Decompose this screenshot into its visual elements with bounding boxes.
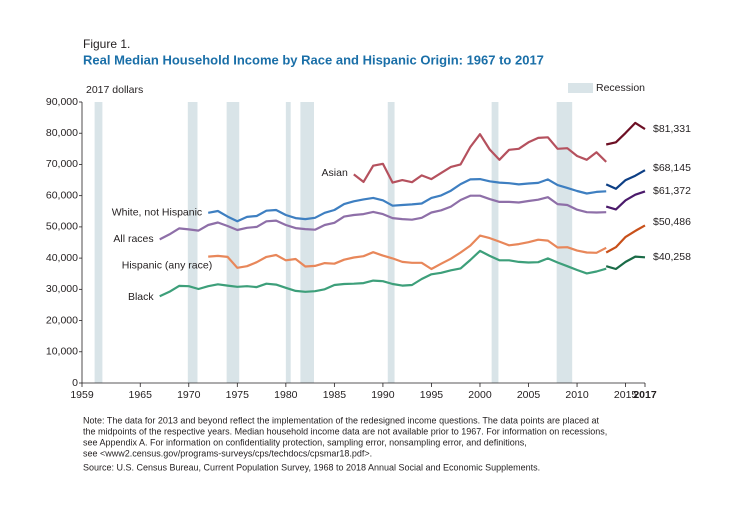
legend-swatch: [568, 83, 593, 93]
x-tick-label: 1995: [420, 389, 444, 401]
figure-label: Figure 1.: [83, 37, 130, 51]
y-tick-label: 70,000: [46, 158, 78, 170]
series-line: [605, 169, 646, 190]
series-line: [605, 121, 646, 146]
x-tick-label: 2015: [614, 389, 638, 401]
y-tick-label: 20,000: [46, 314, 78, 326]
recession-band: [94, 102, 103, 383]
value-label: $68,145: [653, 162, 691, 174]
chart-title: Real Median Household Income by Race and…: [83, 52, 544, 67]
series-line: [208, 234, 607, 271]
x-tick-label: 2010: [565, 389, 589, 401]
y-unit-label: 2017 dollars: [86, 84, 143, 96]
x-tick-label: 1975: [226, 389, 250, 401]
y-tick-label: 30,000: [46, 283, 78, 295]
series-label: All races: [113, 233, 153, 245]
recession-band: [491, 102, 499, 383]
recession-band: [300, 102, 314, 383]
note-line: see <www2.census.gov/programs-surveys/cp…: [83, 448, 372, 458]
y-tick-label: 50,000: [46, 221, 78, 233]
series-label: Asian: [322, 167, 348, 179]
value-label: $61,372: [653, 185, 691, 197]
series-line: [605, 190, 646, 211]
note-line: Note: The data for 2013 and beyond refle…: [83, 415, 600, 425]
y-tick-label: 0: [72, 377, 78, 389]
value-label: $40,258: [653, 251, 691, 263]
y-tick-label: 10,000: [46, 346, 78, 358]
series-label: Hispanic (any race): [122, 259, 212, 271]
series-line: [207, 178, 607, 223]
note-line: see Appendix A. For information on confi…: [83, 437, 527, 447]
series-line: [605, 255, 646, 271]
x-tick-label: 1985: [323, 389, 347, 401]
x-tick-label: 2005: [517, 389, 541, 401]
y-tick-label: 60,000: [46, 189, 78, 201]
recession-band: [226, 102, 240, 383]
y-tick-label: 40,000: [46, 252, 78, 264]
y-tick-label: 80,000: [46, 127, 78, 139]
x-tick-label: 1990: [371, 389, 395, 401]
series-line: [353, 133, 607, 184]
legend-label: Recession: [596, 82, 645, 94]
x-tick-label: 1959: [70, 389, 94, 401]
series-line: [159, 194, 607, 241]
series-label: Black: [128, 291, 154, 303]
x-tick-label: 1980: [274, 389, 298, 401]
x-tick-label: 1970: [177, 389, 201, 401]
recession-band: [556, 102, 573, 383]
y-tick-label: 90,000: [46, 96, 78, 108]
note-line: the midpoints of the respective years. M…: [83, 426, 607, 436]
x-tick-label: 1965: [129, 389, 153, 401]
recession-band: [285, 102, 291, 383]
series-line: [605, 224, 646, 254]
recession-band: [387, 102, 395, 383]
x-tick-label: 2017: [633, 389, 657, 401]
recession-band: [187, 102, 198, 383]
series-line: [159, 249, 607, 298]
value-label: $81,331: [653, 123, 691, 135]
note-line: Source: U.S. Census Bureau, Current Popu…: [83, 462, 540, 472]
x-tick-label: 2000: [468, 389, 492, 401]
value-label: $50,486: [653, 216, 691, 228]
series-label: White, not Hispanic: [112, 207, 202, 219]
